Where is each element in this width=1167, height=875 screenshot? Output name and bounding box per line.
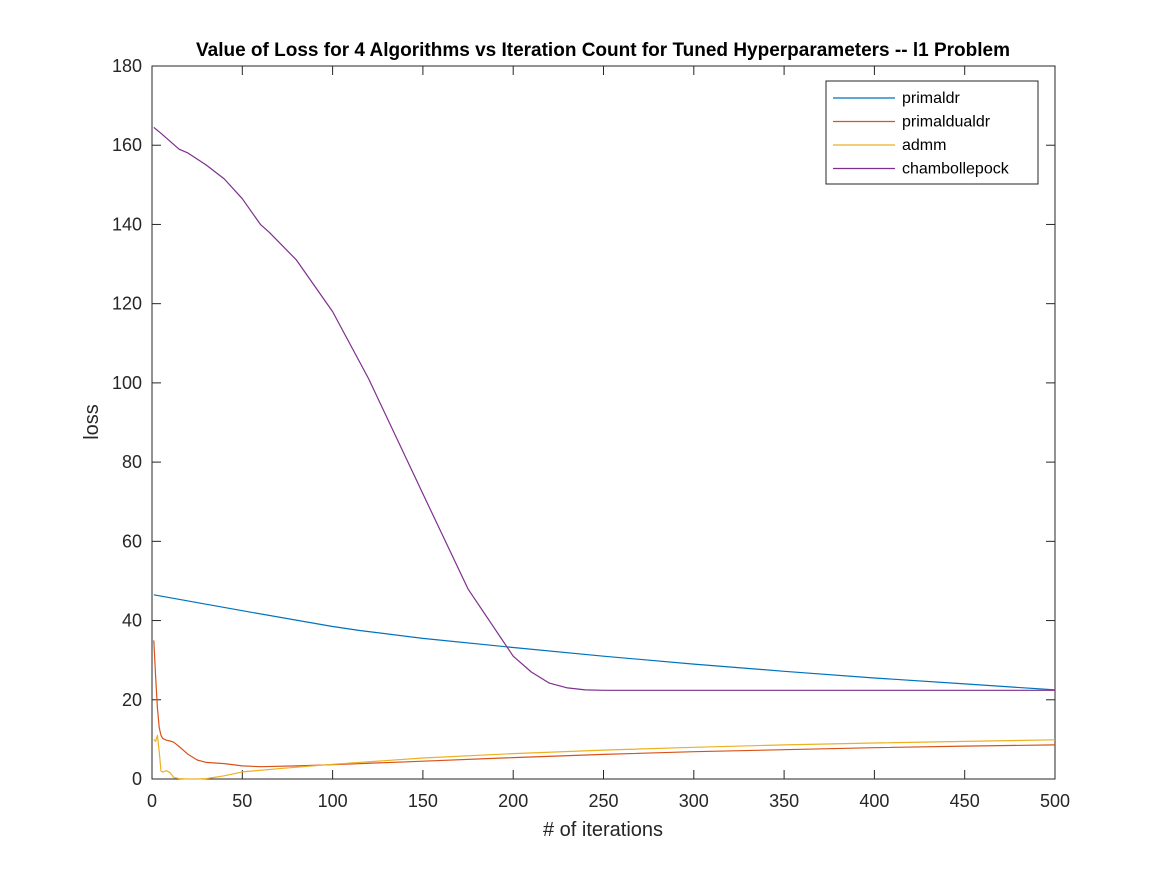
x-tick-label: 100: [318, 791, 348, 811]
legend-label-primaldualdr: primaldualdr: [902, 114, 991, 131]
y-tick-label: 100: [112, 373, 142, 393]
x-tick-label: 450: [950, 791, 980, 811]
x-tick-label: 0: [147, 791, 157, 811]
x-tick-label: 350: [769, 791, 799, 811]
legend-label-admm: admm: [902, 137, 946, 154]
x-tick-label: 150: [408, 791, 438, 811]
y-axis-label: loss: [81, 404, 103, 440]
x-tick-label: 300: [679, 791, 709, 811]
y-tick-label: 140: [112, 214, 142, 234]
y-tick-label: 80: [122, 452, 142, 472]
plot-area: [151, 65, 1056, 780]
x-axis: 0 50 100 150 200 250 300 350 400 450 500: [147, 66, 1070, 811]
x-tick-label: 400: [859, 791, 889, 811]
legend-label-chambollepock: chambollepock: [902, 161, 1010, 178]
y-tick-label: 60: [122, 531, 142, 551]
x-axis-label: # of iterations: [543, 819, 663, 841]
chart-title: Value of Loss for 4 Algorithms vs Iterat…: [196, 40, 1010, 61]
x-tick-label: 200: [498, 791, 528, 811]
x-tick-label: 250: [588, 791, 618, 811]
series-line-primaldualdr: [153, 640, 1056, 768]
y-tick-label: 180: [112, 56, 142, 76]
legend: primaldr primaldualdr admm chambollepock: [825, 80, 1039, 185]
series-line-chambollepock: [153, 126, 1055, 691]
x-tick-label: 500: [1040, 791, 1070, 811]
y-tick-label: 20: [122, 690, 142, 710]
y-axis: 0 20 40 60 80 100 120 140 160 180: [112, 56, 1055, 789]
series-line-admm: [153, 734, 1056, 780]
y-tick-label: 160: [112, 135, 142, 155]
series-line-primaldr: [153, 594, 1056, 691]
y-tick-label: 120: [112, 294, 142, 314]
y-tick-label: 40: [122, 611, 142, 631]
series-lines: [153, 126, 1056, 780]
legend-label-primaldr: primaldr: [902, 90, 960, 107]
y-tick-label: 0: [132, 769, 142, 789]
x-tick-label: 50: [232, 791, 252, 811]
